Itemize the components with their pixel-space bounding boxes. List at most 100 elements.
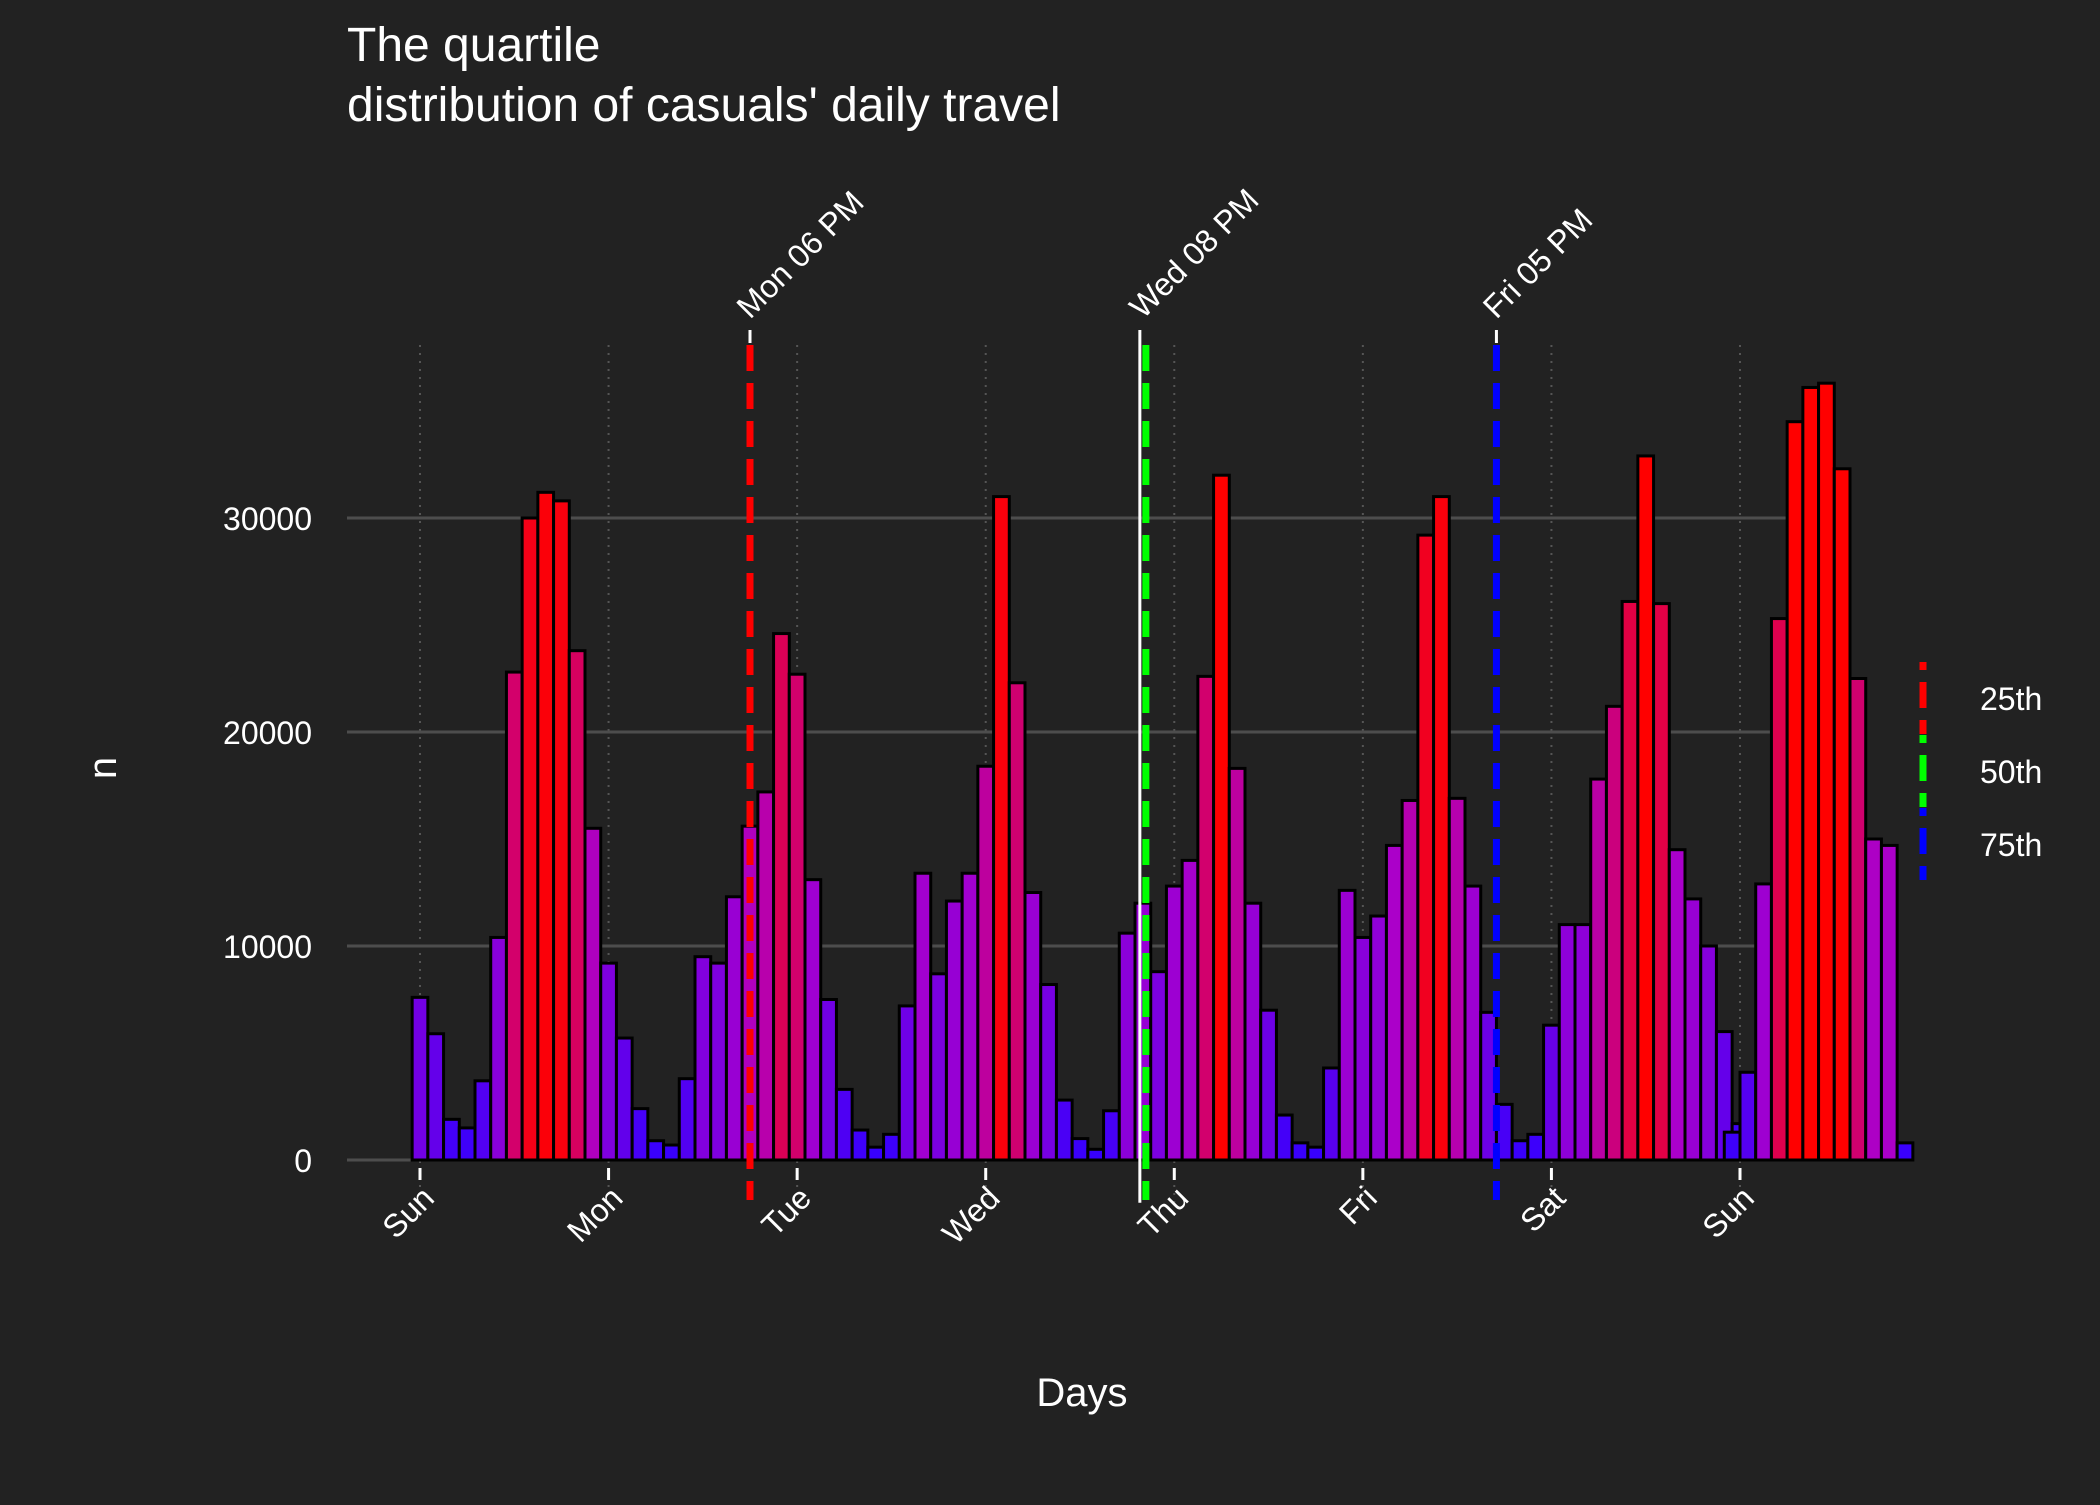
y-tick-label: 10000 bbox=[223, 929, 312, 965]
bar bbox=[1722, 1130, 1742, 1162]
bar bbox=[1620, 599, 1640, 1162]
bar bbox=[614, 1036, 634, 1162]
chart-title-line-2: distribution of casuals' daily travel bbox=[347, 79, 1061, 132]
bar bbox=[992, 495, 1011, 1162]
bar bbox=[1510, 1139, 1530, 1162]
bar bbox=[960, 871, 980, 1162]
x-tick-label: Fri bbox=[1332, 1179, 1384, 1231]
bar bbox=[1667, 848, 1687, 1162]
quartile-label: Fri 05 PM bbox=[1476, 201, 1600, 325]
bar bbox=[1039, 983, 1058, 1162]
bar bbox=[1848, 677, 1868, 1162]
bar bbox=[1337, 888, 1357, 1162]
bar bbox=[772, 632, 791, 1162]
bar bbox=[1212, 473, 1231, 1162]
bar bbox=[552, 499, 571, 1162]
y-tick-label: 0 bbox=[294, 1143, 312, 1179]
bar bbox=[1196, 674, 1216, 1162]
bar bbox=[1652, 602, 1671, 1162]
bar bbox=[787, 672, 807, 1162]
bar bbox=[1754, 882, 1773, 1162]
bar bbox=[897, 1004, 917, 1162]
x-axis-label: Days bbox=[1036, 1371, 1127, 1415]
x-tick-label: Sat bbox=[1513, 1179, 1572, 1238]
bar bbox=[662, 1143, 681, 1162]
y-axis-label: n bbox=[81, 757, 125, 779]
bar bbox=[520, 516, 540, 1162]
bar bbox=[1769, 617, 1789, 1162]
bar bbox=[913, 871, 933, 1162]
bar bbox=[1086, 1147, 1106, 1162]
bar bbox=[1023, 891, 1043, 1162]
bar bbox=[929, 972, 948, 1162]
bar bbox=[724, 895, 744, 1162]
x-tick-label: Tue bbox=[754, 1179, 818, 1243]
bar bbox=[1384, 843, 1404, 1162]
bar bbox=[1117, 931, 1137, 1162]
quartile-label: Wed 08 PM bbox=[1122, 182, 1265, 325]
bar bbox=[1542, 1023, 1561, 1162]
bar bbox=[882, 1132, 901, 1162]
bar bbox=[1879, 843, 1899, 1162]
x-tick-label: Sun bbox=[375, 1179, 441, 1245]
bar bbox=[1306, 1145, 1326, 1162]
bar bbox=[834, 1087, 854, 1162]
bar bbox=[756, 790, 776, 1162]
x-tick-label: Mon bbox=[560, 1179, 629, 1248]
chart-title-line-1: The quartile bbox=[347, 19, 601, 72]
bar bbox=[1817, 381, 1836, 1162]
legend-label: 25th bbox=[1980, 681, 2042, 717]
bar bbox=[1353, 935, 1373, 1162]
bar bbox=[1259, 1008, 1278, 1162]
bar bbox=[1573, 923, 1593, 1162]
bar bbox=[1164, 884, 1184, 1162]
x-tick-label: Wed bbox=[935, 1179, 1007, 1251]
bar bbox=[473, 1079, 493, 1162]
bar bbox=[1447, 796, 1467, 1162]
bar bbox=[1007, 681, 1027, 1162]
bar bbox=[1102, 1109, 1121, 1162]
bar bbox=[709, 961, 728, 1162]
y-tick-label: 20000 bbox=[223, 715, 312, 751]
bar bbox=[1785, 420, 1805, 1162]
x-tick-label: Sun bbox=[1695, 1179, 1761, 1245]
bar bbox=[442, 1117, 461, 1162]
bar bbox=[457, 1126, 477, 1162]
bar bbox=[426, 1032, 446, 1162]
bar bbox=[1322, 1066, 1341, 1162]
bar bbox=[850, 1128, 870, 1162]
bar bbox=[1801, 385, 1821, 1162]
bar bbox=[1149, 970, 1168, 1162]
bar bbox=[1369, 914, 1388, 1162]
bar bbox=[1526, 1132, 1546, 1162]
bar bbox=[1589, 777, 1608, 1162]
quartile-label: Mon 06 PM bbox=[729, 184, 870, 325]
bar bbox=[1180, 858, 1200, 1162]
bar bbox=[1432, 495, 1451, 1162]
bar bbox=[1557, 923, 1577, 1162]
bar bbox=[803, 878, 823, 1162]
bar bbox=[693, 955, 713, 1162]
bar bbox=[567, 649, 587, 1162]
bar bbox=[1227, 766, 1247, 1162]
bar bbox=[1699, 944, 1718, 1162]
bar bbox=[646, 1139, 666, 1162]
bar bbox=[1463, 884, 1483, 1162]
bar bbox=[677, 1077, 697, 1162]
bar bbox=[1832, 467, 1852, 1162]
bar bbox=[410, 995, 430, 1162]
bar bbox=[976, 764, 996, 1162]
bar bbox=[1864, 837, 1883, 1162]
bar bbox=[1400, 798, 1420, 1162]
y-tick-label: 30000 bbox=[223, 501, 312, 537]
bar bbox=[536, 490, 556, 1162]
bar bbox=[583, 826, 603, 1162]
legend-label: 50th bbox=[1980, 754, 2042, 790]
bar bbox=[1636, 454, 1656, 1162]
bar bbox=[599, 961, 618, 1162]
bar bbox=[1494, 1102, 1514, 1162]
bar bbox=[630, 1107, 650, 1162]
bar bbox=[866, 1145, 886, 1162]
bar bbox=[1070, 1137, 1090, 1162]
